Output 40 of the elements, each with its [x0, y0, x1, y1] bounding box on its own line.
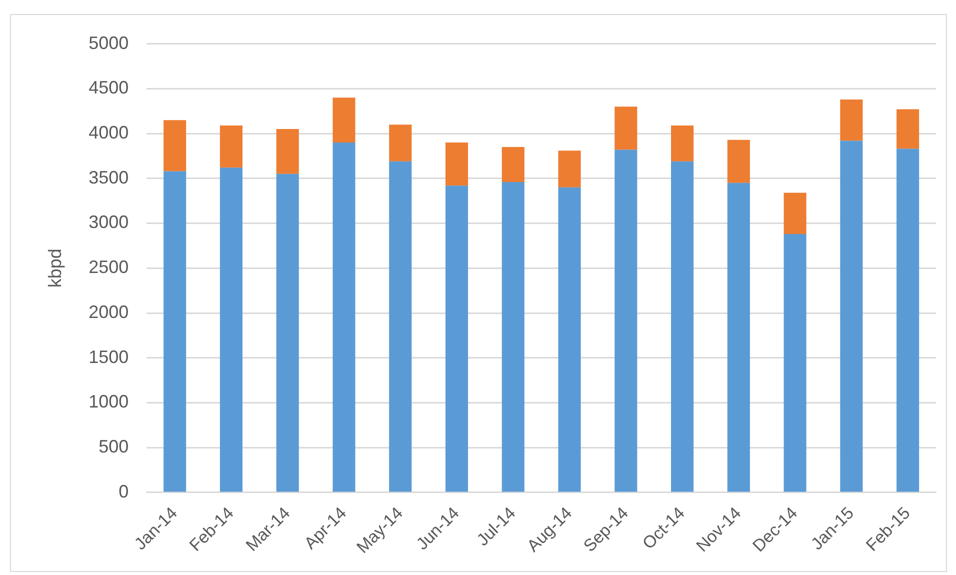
y-tick-label: 2000	[88, 302, 129, 322]
bar	[220, 125, 242, 168]
y-tick-label: 3000	[88, 212, 129, 232]
bar	[840, 99, 863, 141]
bar	[727, 140, 750, 183]
y-tick-label: 5000	[88, 32, 129, 53]
y-tick-label: 500	[98, 436, 129, 457]
bar	[614, 150, 638, 492]
bar	[502, 182, 524, 492]
bar	[784, 192, 806, 234]
y-tick-label: 3500	[88, 167, 129, 188]
bar	[896, 148, 920, 492]
bar	[784, 234, 806, 492]
bar	[164, 120, 186, 172]
bar	[220, 168, 242, 492]
y-tick-label: 1000	[88, 392, 129, 412]
bar	[558, 187, 581, 492]
bar	[332, 98, 356, 143]
y-tick-label: 2500	[88, 257, 129, 278]
bar	[502, 147, 524, 182]
bar	[614, 106, 638, 150]
y-tick-label: 4000	[88, 122, 129, 143]
bar	[276, 174, 299, 492]
bar	[671, 161, 694, 492]
y-tick-label: 0	[118, 481, 129, 502]
bar	[389, 124, 412, 162]
bar	[389, 161, 412, 492]
bar	[671, 125, 694, 162]
bar	[840, 140, 863, 492]
y-tick-label: 4500	[88, 78, 129, 98]
y-axis-title: kbpd	[44, 248, 65, 288]
bar	[445, 186, 468, 492]
y-tick-label: 1500	[88, 346, 129, 367]
bar	[727, 182, 750, 492]
bar	[276, 129, 299, 174]
bar	[164, 171, 186, 492]
bar	[332, 142, 356, 492]
bar	[445, 142, 468, 186]
bar	[896, 109, 920, 149]
bar	[558, 150, 581, 188]
